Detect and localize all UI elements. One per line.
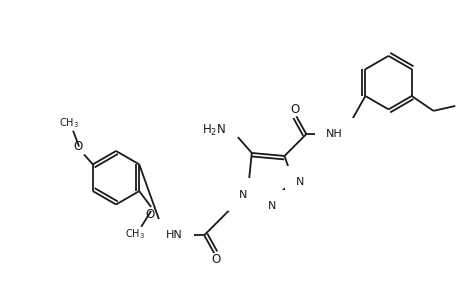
Text: N: N [296,177,304,187]
Text: H$_2$N: H$_2$N [202,123,225,138]
Text: CH$_3$: CH$_3$ [125,227,145,241]
Text: N: N [267,202,275,212]
Text: O: O [145,208,154,221]
Text: O: O [290,103,299,116]
Text: CH$_3$: CH$_3$ [59,116,79,130]
Text: O: O [73,140,83,153]
Text: N: N [238,190,246,200]
Text: O: O [211,254,220,266]
Text: HN: HN [166,230,183,240]
Text: NH: NH [325,129,341,139]
